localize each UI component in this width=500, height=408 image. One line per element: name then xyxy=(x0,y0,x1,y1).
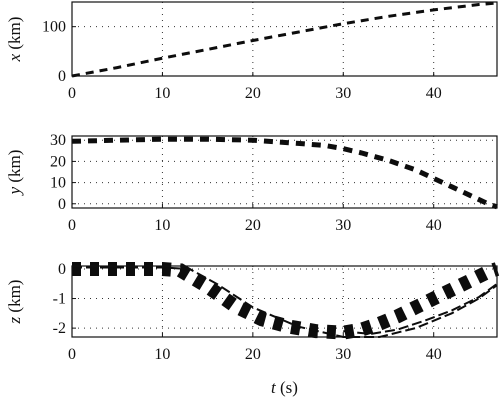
x-tick-label: 20 xyxy=(245,217,261,234)
x-tick-label: 10 xyxy=(154,346,170,363)
x-tick-label: 40 xyxy=(426,85,442,102)
y-axis-label-unit: (km) xyxy=(5,280,24,317)
y-axis-label-unit: (km) xyxy=(5,17,24,54)
panel-x: 0 10 20 30 40 0 100 x (km) xyxy=(5,1,498,102)
x-tick-label: 10 xyxy=(154,217,170,234)
x-tick-label: 30 xyxy=(335,85,351,102)
panel-z: 0 10 20 30 40 0 -1 -2 z (km) t (s) xyxy=(5,261,500,397)
panel-y: 0 10 20 30 40 0 10 20 30 y (km) xyxy=(5,132,498,234)
x-tick-label: 20 xyxy=(245,346,261,363)
x-axis-label-unit: (s) xyxy=(276,378,298,397)
y-tick-label: 0 xyxy=(58,196,66,213)
x-tick-label: 30 xyxy=(335,217,351,234)
y-tick-label: 100 xyxy=(42,19,66,36)
x-tick-label: 40 xyxy=(426,217,442,234)
y-tick-label: -1 xyxy=(53,291,66,308)
y-axis-label-x: x (km) xyxy=(5,17,24,63)
series-line-z-1 xyxy=(72,266,498,338)
plot-frame-y xyxy=(71,135,498,209)
y-axis-label-var: z xyxy=(5,316,24,324)
y-axis-label-var: y xyxy=(5,186,24,196)
x-tick-label: 0 xyxy=(68,217,76,234)
series-line-x-0 xyxy=(71,1,498,78)
y-axis-label-z: z (km) xyxy=(5,280,24,325)
x-tick-label: 20 xyxy=(245,85,261,102)
x-axis-label: t (s) xyxy=(271,378,298,397)
x-axis-label-var: t xyxy=(271,378,277,397)
y-tick-label: 30 xyxy=(50,132,66,149)
plot-frame-z xyxy=(71,265,498,338)
x-tick-label: 30 xyxy=(335,346,351,363)
x-tick-label: 0 xyxy=(68,346,76,363)
x-tick-label: 0 xyxy=(68,85,76,102)
y-axis-label-y: y (km) xyxy=(5,150,24,197)
y-tick-label: 0 xyxy=(58,261,66,278)
y-axis-label-unit: (km) xyxy=(5,150,24,187)
series-line-z-2 xyxy=(343,282,498,336)
y-tick-label: -2 xyxy=(53,320,66,337)
y-tick-label: 20 xyxy=(50,153,66,170)
y-axis-label-var: x xyxy=(5,53,24,62)
series-line-y-0 xyxy=(71,136,498,210)
x-tick-label: 10 xyxy=(154,85,170,102)
y-tick-label: 10 xyxy=(50,175,66,192)
plot-frame-x xyxy=(71,1,498,77)
x-tick-label: 40 xyxy=(426,346,442,363)
y-tick-label: 0 xyxy=(58,68,66,85)
